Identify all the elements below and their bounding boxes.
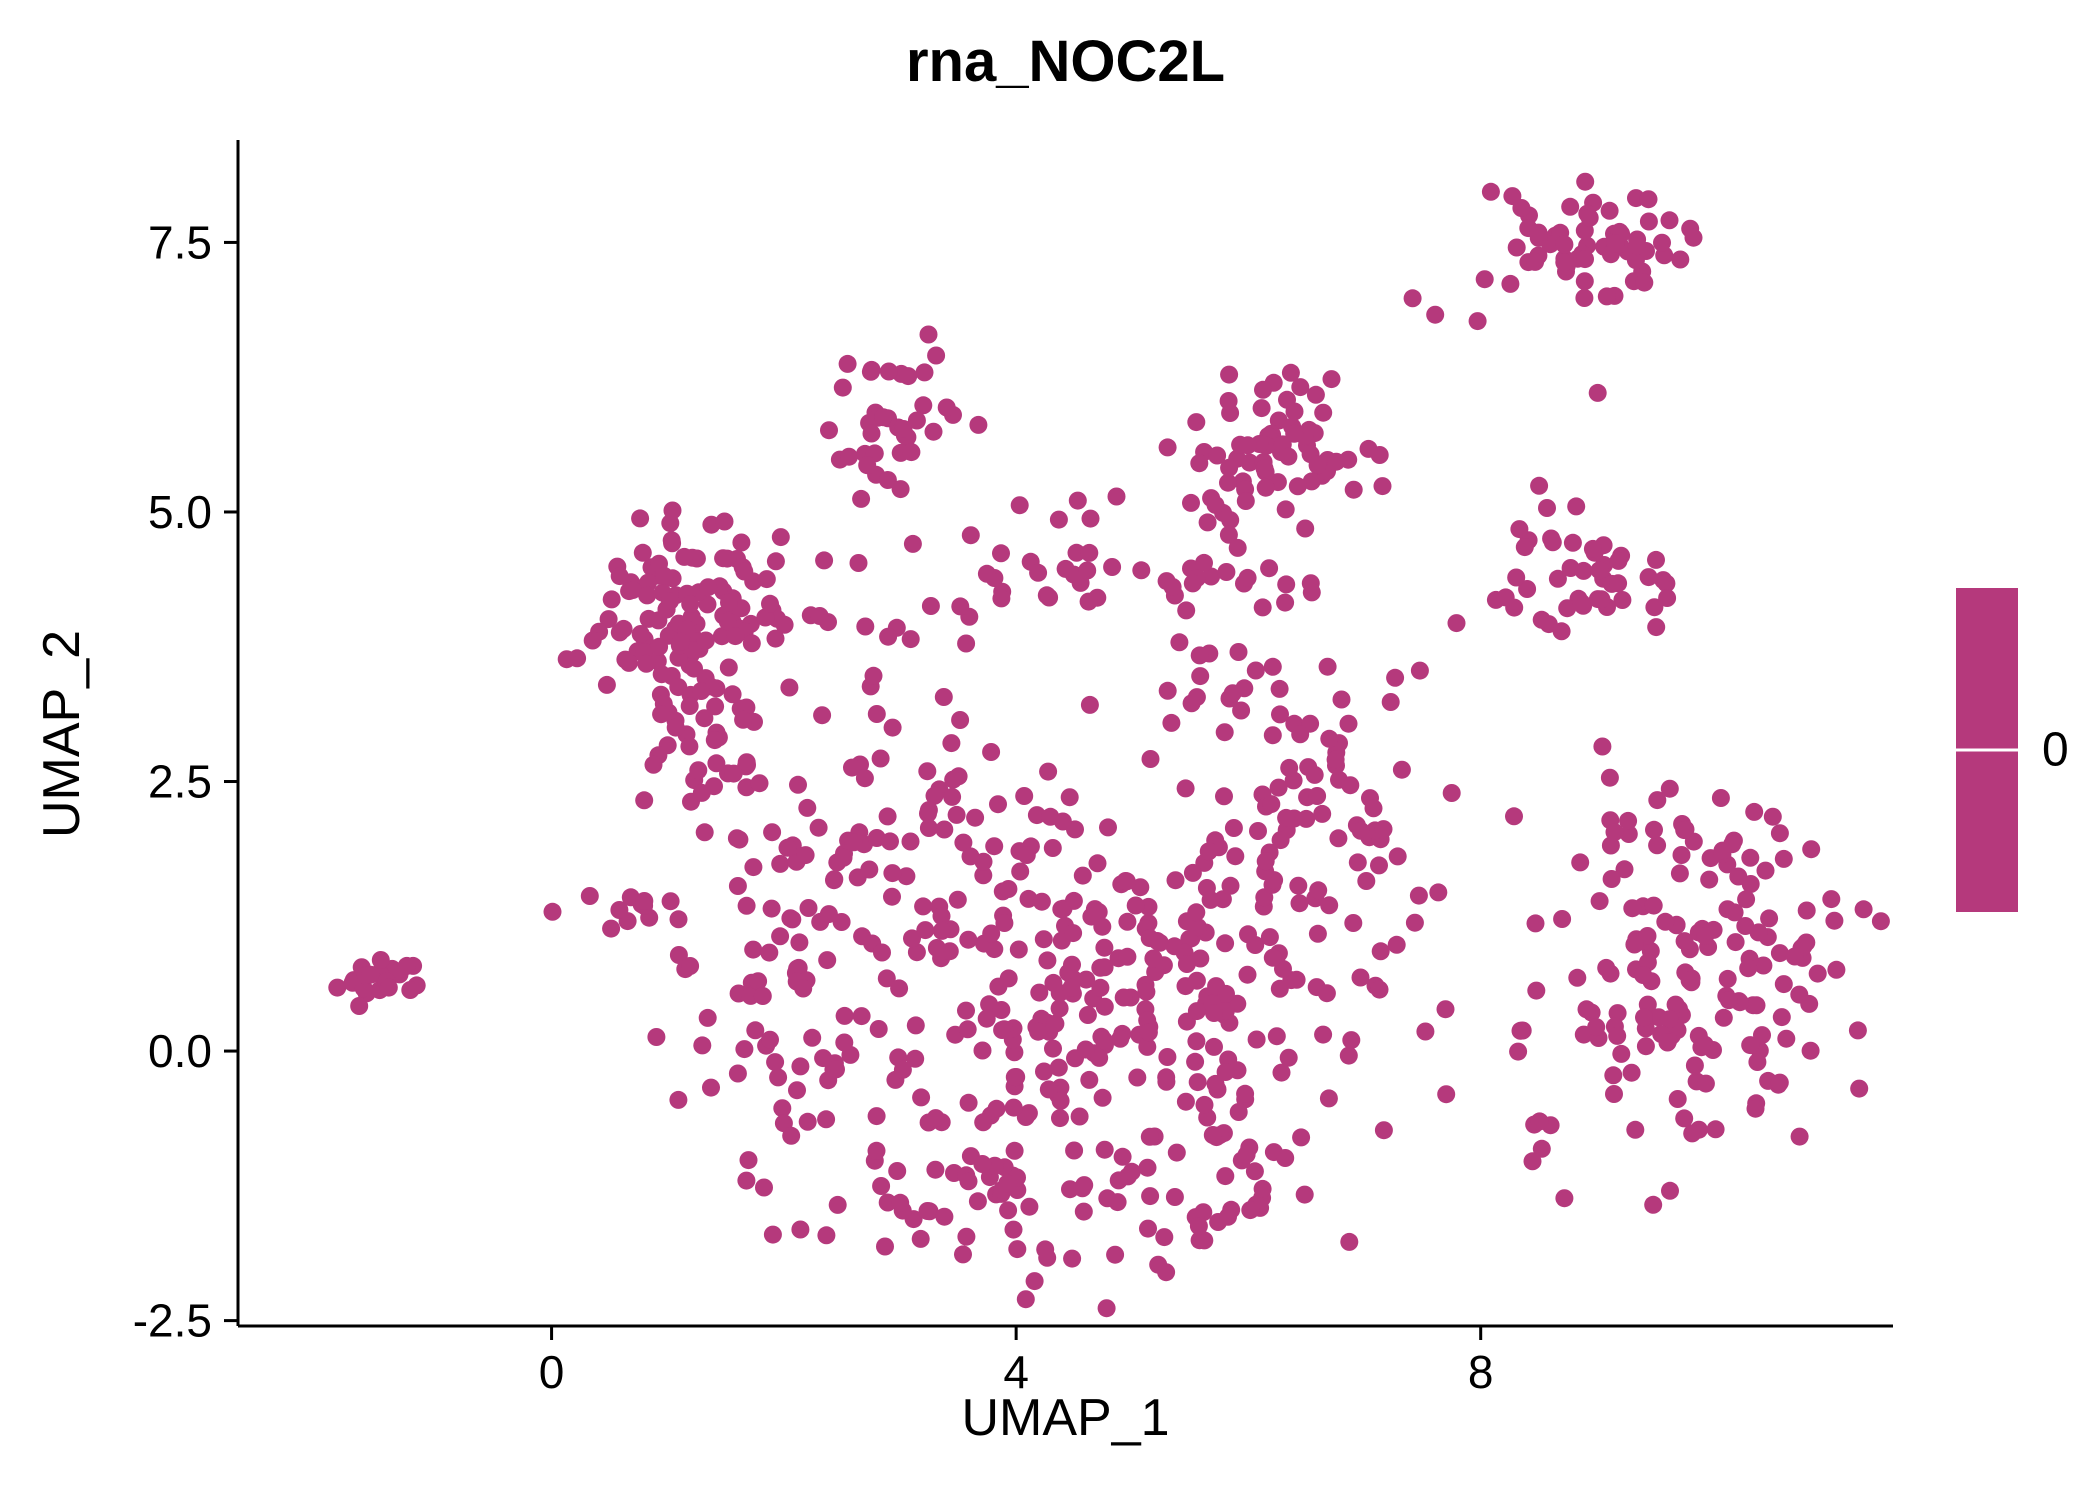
colorbar-label: 0: [2042, 723, 2069, 777]
x-axis-title: UMAP_1: [961, 1389, 1170, 1447]
svg-text:-2.5: -2.5: [133, 1295, 212, 1347]
y-axis-title: UMAP_2: [33, 629, 91, 839]
plot-title: rna_NOC2L: [905, 29, 1226, 94]
svg-text:8: 8: [1468, 1346, 1494, 1398]
svg-text:5.0: 5.0: [148, 486, 212, 538]
svg-text:2.5: 2.5: [148, 756, 212, 808]
svg-text:4: 4: [1003, 1346, 1029, 1398]
svg-text:0: 0: [539, 1346, 565, 1398]
svg-text:0.0: 0.0: [148, 1025, 212, 1077]
colorbar: [1956, 588, 2018, 912]
colorbar-tick: [1956, 748, 2018, 752]
svg-text:7.5: 7.5: [148, 216, 212, 268]
